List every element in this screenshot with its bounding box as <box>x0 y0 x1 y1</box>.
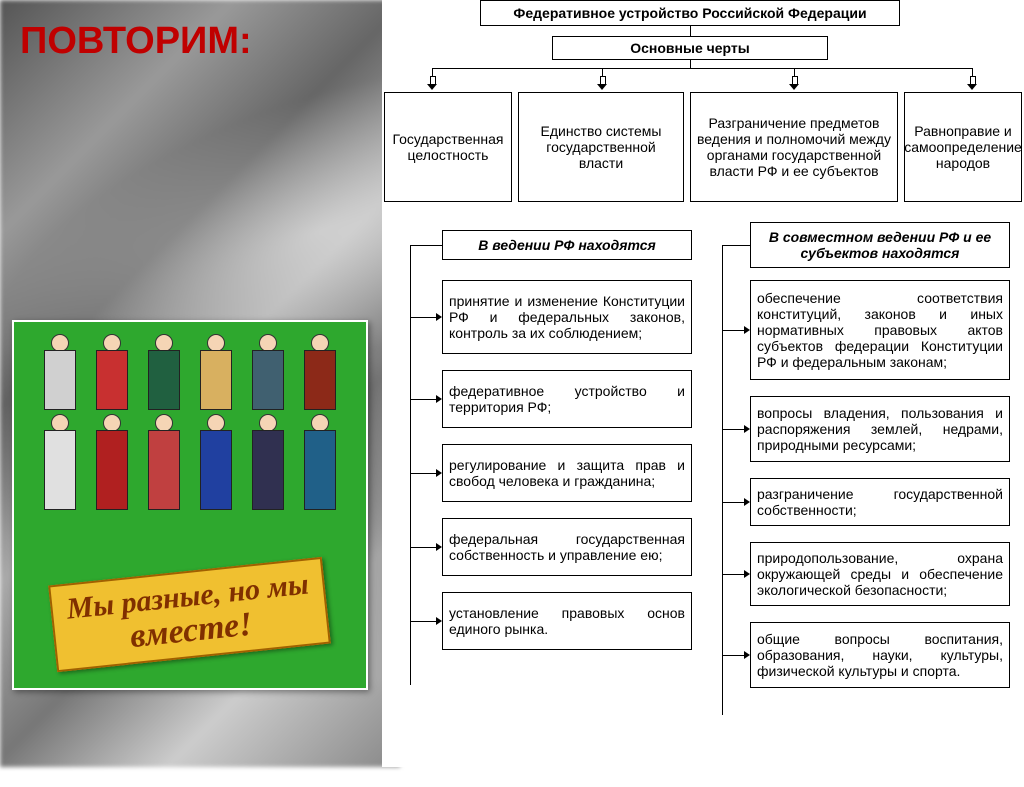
right-item-box: обеспечение соответствия конституций, за… <box>750 280 1010 380</box>
poster-figure <box>244 334 292 410</box>
arrow-down-icon <box>967 76 977 90</box>
poster-figure <box>140 334 188 410</box>
diagram-main-title: Федеративное устройство Российской Федер… <box>480 0 900 26</box>
arrow-down-icon <box>597 76 607 90</box>
arrow-down-icon <box>789 76 799 90</box>
poster-figure <box>192 414 240 510</box>
connector <box>690 26 691 36</box>
connector <box>410 317 436 318</box>
diagram-sub-title: Основные черты <box>552 36 828 60</box>
feature-box: Единство системы государственной власти <box>518 92 684 202</box>
feature-box: Равноправие и самоопределение народов <box>904 92 1022 202</box>
right-item-box: вопросы владения, пользования и распоряж… <box>750 396 1010 462</box>
left-item-box: принятие и изменение Конституции РФ и фе… <box>442 280 692 354</box>
connector <box>602 68 603 76</box>
connector <box>972 68 973 76</box>
right-column-header: В совместном ведении РФ и ее субъектов н… <box>750 222 1010 268</box>
connector <box>722 574 744 575</box>
left-item-box: регулирование и защита прав и свобод чел… <box>442 444 692 502</box>
poster-ribbon: Мы разные, но мы вместе! <box>49 557 332 672</box>
arrow-down-icon <box>427 76 437 90</box>
poster-figure <box>296 414 344 510</box>
poster-figure <box>244 414 292 510</box>
connector <box>410 547 436 548</box>
connector <box>410 399 436 400</box>
diagram-container: Федеративное устройство Российской Федер… <box>382 0 1024 767</box>
connector <box>432 68 433 76</box>
connector <box>410 473 436 474</box>
left-item-box: установление правовых основ единого рынк… <box>442 592 692 650</box>
poster-figures <box>14 332 366 512</box>
left-column-header: В ведении РФ находятся <box>442 230 692 260</box>
right-item-box: разграничение государственной собственно… <box>750 478 1010 526</box>
connector <box>722 502 744 503</box>
connector <box>722 245 723 715</box>
poster-figure <box>296 334 344 410</box>
connector <box>410 621 436 622</box>
poster-figure <box>88 334 136 410</box>
connector <box>432 68 972 69</box>
connector <box>722 245 750 246</box>
poster-figure <box>192 334 240 410</box>
connector <box>722 655 744 656</box>
left-item-box: федеративное устройство и территория РФ; <box>442 370 692 428</box>
left-item-box: федеральная государственная собственност… <box>442 518 692 576</box>
poster-figure <box>140 414 188 510</box>
connector <box>410 245 442 246</box>
right-item-box: общие вопросы воспитания, образования, н… <box>750 622 1010 688</box>
connector <box>722 429 744 430</box>
feature-box: Государственная целостность <box>384 92 512 202</box>
poster-figure <box>88 414 136 510</box>
poster-figure <box>36 414 84 510</box>
feature-box: Разграничение предметов ведения и полном… <box>690 92 898 202</box>
slide-title: ПОВТОРИМ: <box>20 20 252 63</box>
connector <box>794 68 795 76</box>
connector <box>690 60 691 68</box>
poster-image: Мы разные, но мы вместе! <box>12 320 368 690</box>
connector <box>722 330 744 331</box>
poster-figure <box>36 334 84 410</box>
right-item-box: природопользование, охрана окружающей ср… <box>750 542 1010 606</box>
connector <box>410 245 411 685</box>
